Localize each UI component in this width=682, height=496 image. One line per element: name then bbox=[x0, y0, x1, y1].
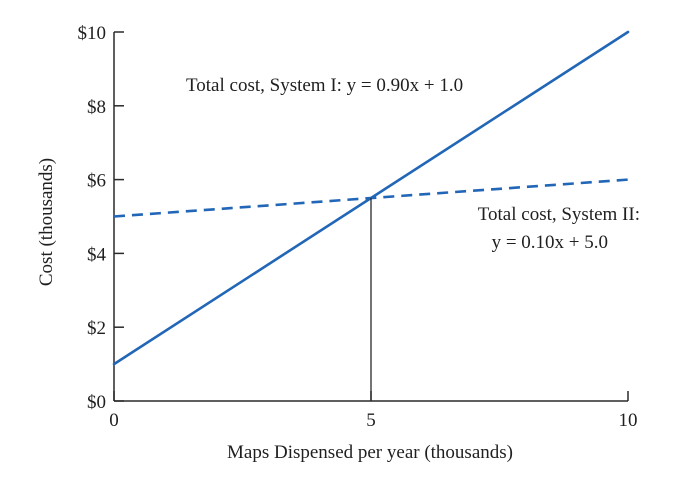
system2-annotation-line1: Total cost, System II: bbox=[478, 204, 640, 225]
y-tick-label: $8 bbox=[87, 97, 106, 118]
y-tick-label: $4 bbox=[87, 244, 107, 265]
series-layer bbox=[112, 30, 630, 401]
y-axis-title: Cost (thousands) bbox=[36, 158, 57, 286]
x-tick-label: 0 bbox=[109, 410, 119, 431]
system1-annotation: Total cost, System I: y = 0.90x + 1.0 bbox=[186, 75, 463, 96]
x-tick-label: 10 bbox=[619, 410, 638, 431]
y-tick-label: $10 bbox=[78, 23, 107, 44]
y-tick-label: $0 bbox=[87, 392, 106, 413]
x-axis-title: Maps Dispensed per year (thousands) bbox=[227, 442, 513, 463]
y-tick-label: $2 bbox=[87, 318, 106, 339]
x-tick-label: 5 bbox=[366, 410, 376, 431]
labels: Maps Dispensed per year (thousands) Cost… bbox=[36, 75, 640, 463]
y-tick-label: $6 bbox=[87, 171, 106, 192]
axes: $0 $2 $4 $6 $8 $10 0 5 10 bbox=[78, 23, 638, 431]
system2-annotation-line2: y = 0.10x + 5.0 bbox=[492, 232, 608, 253]
